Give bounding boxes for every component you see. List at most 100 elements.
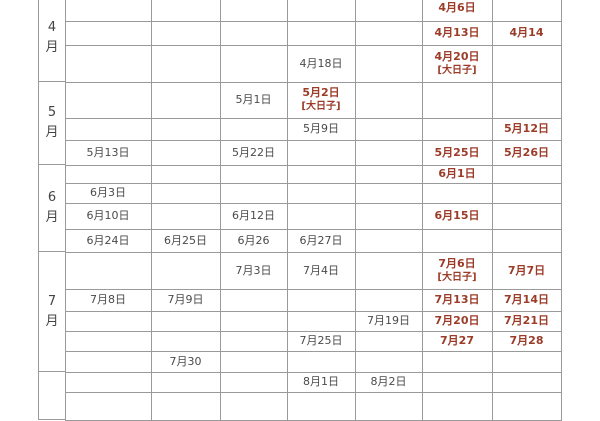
- empty-cell: [220, 351, 288, 373]
- date-cell: 4月18日: [287, 45, 356, 83]
- month-label: 5 月: [38, 82, 66, 165]
- date-cell: 4月13日: [422, 21, 493, 46]
- empty-cell: [355, 331, 423, 352]
- date-text: 4月6日: [438, 0, 476, 14]
- date-text: 5月26日: [504, 145, 549, 159]
- big-day-tag: [大日子]: [437, 64, 477, 76]
- date-text: 4月14: [509, 26, 544, 39]
- empty-cell: [220, 311, 288, 332]
- date-cell: 8月2日: [355, 372, 423, 393]
- empty-cell: [151, 252, 221, 290]
- date-cell: 5月12日: [492, 118, 562, 141]
- empty-cell: [151, 140, 221, 166]
- empty-cell: [492, 351, 562, 373]
- date-text: 6月25日: [164, 233, 207, 247]
- empty-cell: [492, 372, 562, 393]
- empty-cell: [220, 331, 288, 352]
- empty-cell: [220, 183, 288, 204]
- date-cell: 7月3日: [220, 252, 288, 290]
- month-label: 6 月: [38, 165, 66, 252]
- empty-cell: [220, 372, 288, 393]
- empty-cell: [422, 229, 493, 253]
- date-cell: 7月27: [422, 331, 493, 352]
- empty-cell: [492, 0, 562, 22]
- empty-cell: [65, 372, 152, 393]
- date-cell: 7月19日: [355, 311, 423, 332]
- date-text: 5月2日: [302, 86, 340, 99]
- date-cell: 6月3日: [65, 183, 152, 204]
- empty-cell: [65, 165, 152, 184]
- date-text: 7月3日: [235, 263, 272, 277]
- empty-cell: [151, 21, 221, 46]
- empty-cell: [355, 183, 423, 204]
- date-text: 6月12日: [232, 209, 275, 222]
- date-text: 7月4日: [303, 263, 339, 277]
- empty-cell: [492, 165, 562, 184]
- date-text: 7月6日: [438, 256, 476, 270]
- empty-cell: [151, 183, 221, 204]
- date-cell: 6月1日: [422, 165, 493, 184]
- date-cell: 6月12日: [220, 203, 288, 230]
- date-text: 4月18日: [299, 56, 343, 70]
- date-cell: 7月4日: [287, 252, 356, 290]
- empty-cell: [355, 351, 423, 373]
- empty-cell: [355, 392, 423, 421]
- empty-cell: [65, 392, 152, 421]
- empty-cell: [287, 289, 356, 312]
- empty-cell: [492, 82, 562, 119]
- empty-cell: [151, 392, 221, 421]
- date-text: 5月13日: [86, 145, 130, 159]
- empty-cell: [287, 140, 356, 166]
- empty-cell: [287, 21, 356, 46]
- date-text: 8月1日: [303, 375, 339, 388]
- empty-cell: [492, 45, 562, 83]
- date-cell: 6月24日: [65, 229, 152, 253]
- date-cell: 7月30: [151, 351, 221, 373]
- date-text: 7月9日: [167, 293, 204, 306]
- date-cell: 5月26日: [492, 140, 562, 166]
- empty-cell: [355, 229, 423, 253]
- empty-cell: [355, 45, 423, 83]
- date-cell: 4月6日: [422, 0, 493, 22]
- empty-cell: [151, 118, 221, 141]
- date-text: 7月20日: [434, 314, 480, 327]
- date-cell: 6月25日: [151, 229, 221, 253]
- date-text: 6月15日: [434, 209, 480, 222]
- empty-cell: [287, 0, 356, 22]
- empty-cell: [65, 82, 152, 119]
- month-label: [38, 372, 66, 420]
- empty-cell: [355, 0, 423, 22]
- empty-cell: [492, 203, 562, 230]
- date-text: 7月13日: [434, 293, 480, 306]
- empty-cell: [355, 21, 423, 46]
- date-cell: 7月13日: [422, 289, 493, 312]
- empty-cell: [220, 392, 288, 421]
- empty-cell: [65, 331, 152, 352]
- date-cell: 7月8日: [65, 289, 152, 312]
- empty-cell: [355, 165, 423, 184]
- empty-cell: [151, 0, 221, 22]
- date-cell: 8月1日: [287, 372, 356, 393]
- empty-cell: [151, 45, 221, 83]
- date-cell: 4月20日 [大日子]: [422, 45, 493, 83]
- big-day-tag: [大日子]: [437, 271, 477, 283]
- empty-cell: [422, 392, 493, 421]
- date-cell: 7月14日: [492, 289, 562, 312]
- date-cell: 6月26: [220, 229, 288, 253]
- empty-cell: [422, 82, 493, 119]
- date-text: 7月21日: [504, 314, 549, 327]
- empty-cell: [151, 165, 221, 184]
- empty-cell: [151, 203, 221, 230]
- date-text: 5月25日: [434, 145, 480, 159]
- empty-cell: [65, 0, 152, 22]
- empty-cell: [151, 82, 221, 119]
- date-cell: 5月25日: [422, 140, 493, 166]
- date-text: 6月24日: [86, 233, 130, 247]
- date-text: 7月19日: [367, 314, 410, 327]
- date-text: 5月9日: [303, 122, 339, 135]
- date-text: 7月25日: [299, 334, 343, 347]
- empty-cell: [287, 351, 356, 373]
- empty-cell: [422, 372, 493, 393]
- date-text: 7月27: [440, 334, 474, 347]
